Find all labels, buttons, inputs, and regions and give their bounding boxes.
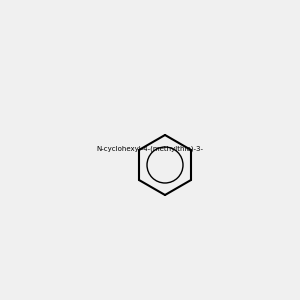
Text: N-cyclohexyl-4-(methylthio)-3-: N-cyclohexyl-4-(methylthio)-3- xyxy=(97,145,203,152)
